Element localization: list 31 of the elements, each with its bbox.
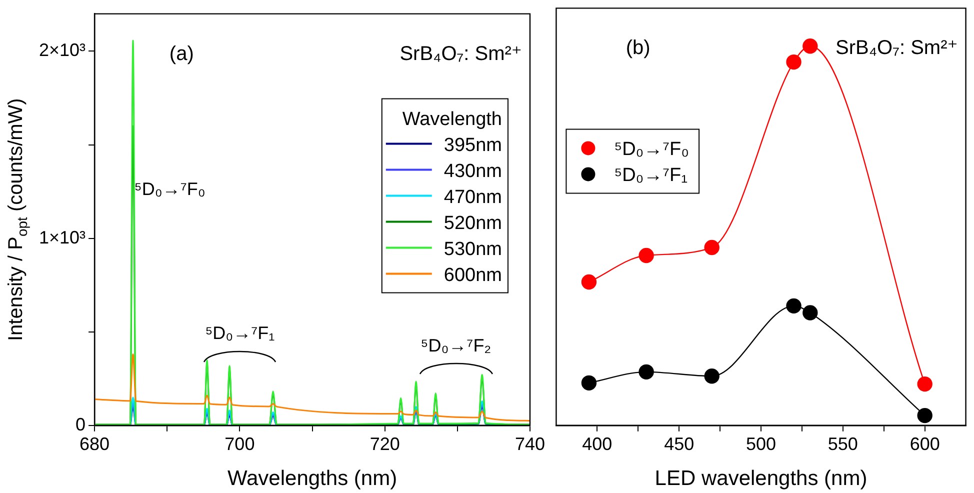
annotation: SrB₄O₇: Sm²⁺: [400, 42, 522, 65]
legend-label: 520nm: [444, 212, 502, 234]
legend-label: ⁵D₀→⁷F₀: [614, 139, 690, 160]
legend-label: ⁵D₀→⁷F₁: [614, 165, 688, 186]
annotation: (a): [169, 42, 194, 65]
legend-label: 530nm: [444, 238, 502, 260]
y-tick-label: 1×10³: [38, 227, 86, 248]
x-axis-title: LED wavelengths (nm): [654, 467, 868, 490]
legend-label: 430nm: [444, 160, 502, 182]
legend-label: 470nm: [444, 186, 502, 208]
x-tick-label: 450: [664, 434, 694, 454]
x-tick-label: 500: [746, 434, 776, 454]
x-tick-label: 720: [370, 434, 400, 454]
annotation: ⁵D₀→⁷F₀: [134, 178, 206, 199]
y-axis-title: Intensity / Popt (counts/mW): [5, 98, 30, 342]
x-tick-label: 700: [224, 434, 255, 454]
y-tick-label: 2×10³: [38, 40, 86, 60]
x-tick-label: 600: [910, 434, 940, 454]
legend-label: 395nm: [444, 134, 502, 156]
annotation: ⁵D₀→⁷F₂: [420, 335, 492, 356]
x-tick-label: 400: [582, 434, 612, 454]
legend-title: Wavelength: [402, 108, 502, 130]
annotation: ⁵D₀→⁷F₁: [205, 322, 275, 343]
x-tick-label: 680: [80, 434, 110, 454]
y-tick-label: 0: [76, 414, 86, 434]
annotation: (b): [626, 37, 650, 60]
legend-label: 600nm: [444, 264, 502, 286]
x-axis-title: Wavelengths (nm): [227, 467, 398, 490]
annotation: SrB₄O₇: Sm²⁺: [836, 37, 958, 60]
x-tick-label: 550: [828, 434, 858, 454]
x-tick-label: 740: [514, 434, 546, 454]
